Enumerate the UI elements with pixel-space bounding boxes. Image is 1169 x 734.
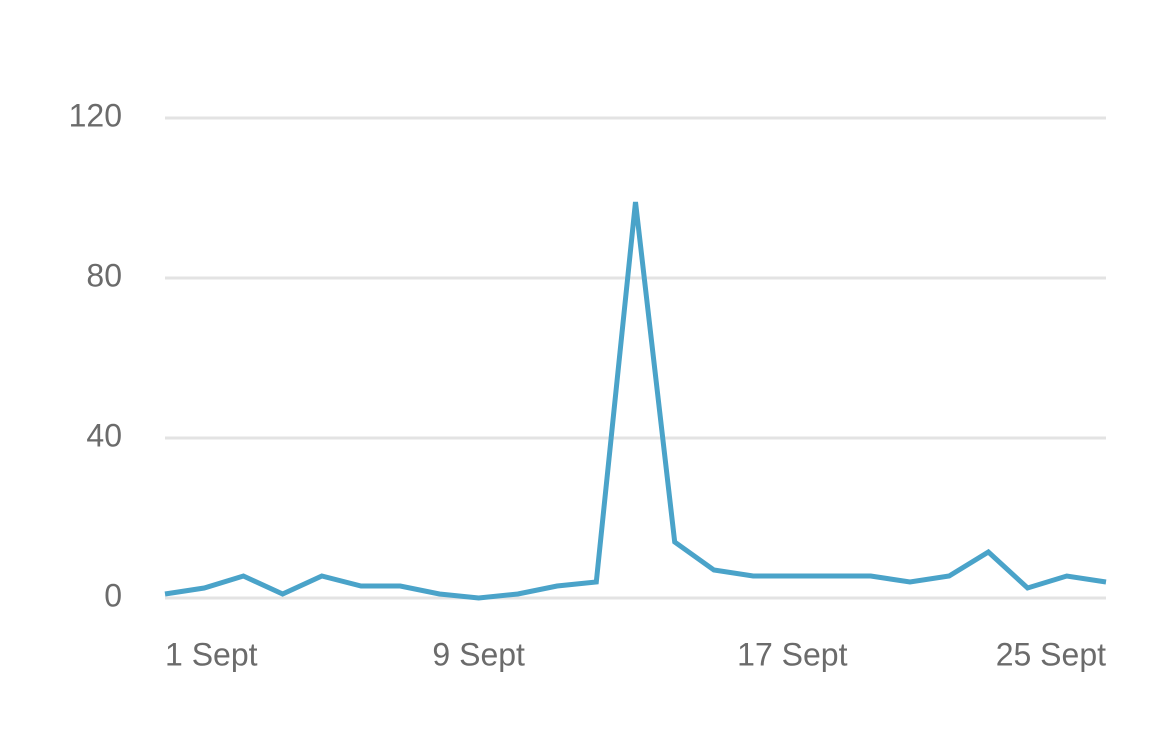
y-tick-label: 0: [104, 577, 122, 613]
line-series: [164, 201, 1107, 601]
x-tick-label: 9 Sept: [432, 636, 525, 672]
y-tick-label: 40: [86, 417, 122, 453]
x-tick-label: 25 Sept: [996, 636, 1106, 672]
x-tick-label: 17 Sept: [737, 636, 847, 672]
y-tick-label: 80: [86, 257, 122, 293]
y-tick-label: 120: [69, 97, 122, 133]
x-tick-label: 1 Sept: [165, 636, 258, 672]
